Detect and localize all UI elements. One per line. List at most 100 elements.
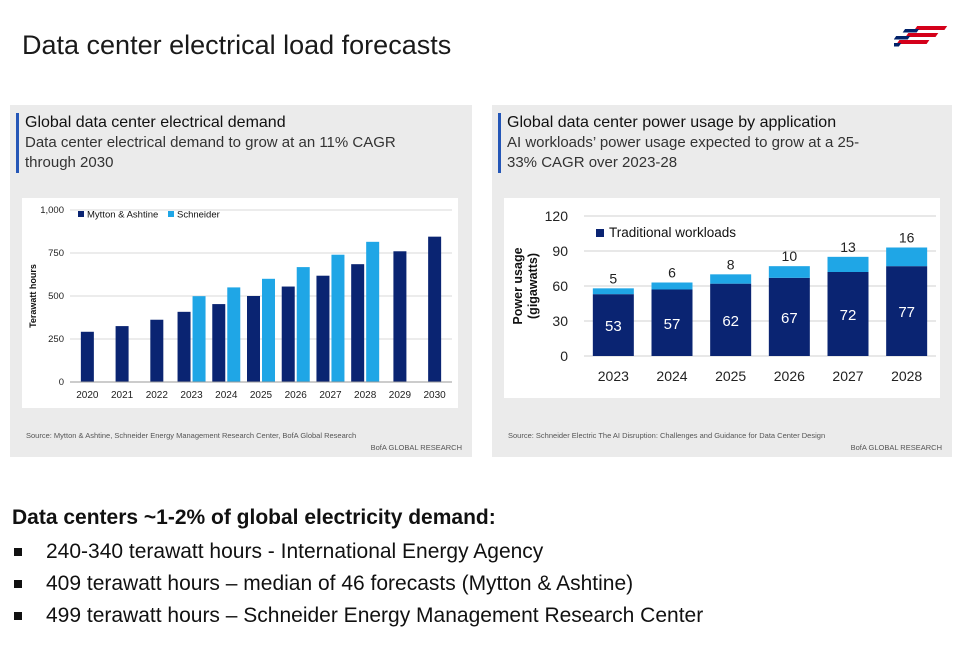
right-panel-header: Global data center power usage by applic…: [498, 113, 859, 173]
x-tick-label: 2027: [319, 390, 342, 401]
x-tick-label: 2025: [715, 368, 746, 384]
left-panel-subtitle-line2: through 2030: [25, 154, 114, 171]
right-chart-area: 0 30 60 90 120 Power usage(gigawatts) 53 5 2023 5…: [504, 198, 940, 398]
bar-traditional-2026: [768, 277, 810, 356]
bullet-text: 409 terawatt hours – median of 46 foreca…: [46, 572, 634, 595]
bar-mytton-2030: [428, 236, 442, 382]
bullet-list: 240-340 terawatt hours - International E…: [12, 536, 703, 632]
bar-ai-2028: [886, 247, 928, 267]
x-tick-label: 2026: [285, 390, 308, 401]
demand-bar-chart: 0 250 500 750 1,000 Terawatt hours 2020 2021 202…: [28, 205, 452, 401]
bullet-text: 240-340 terawatt hours - International E…: [46, 540, 544, 563]
bar-schneider-2026: [296, 267, 310, 382]
y-tick-label: 90: [552, 243, 568, 259]
bullet-square-icon: [14, 548, 22, 556]
left-source-note: Source: Mytton & Ashtine, Schneider Ener…: [26, 431, 357, 440]
bar-ai-2023: [592, 288, 634, 295]
data-label-ai: 8: [727, 256, 735, 272]
x-tick-label: 2023: [598, 368, 629, 384]
data-label-ai: 6: [668, 265, 676, 281]
data-label-traditional: 72: [840, 307, 857, 324]
x-tick-label: 2022: [146, 390, 169, 401]
x-tick-label: 2024: [656, 368, 687, 384]
bar-mytton-2029: [393, 251, 407, 382]
data-label-ai: 10: [782, 248, 798, 264]
y-axis-label: Terawatt hours: [28, 264, 38, 328]
bar-traditional-2024: [651, 289, 693, 356]
bar-mytton-2027: [316, 275, 330, 382]
right-panel-subtitle-line1: AI workloads’ power usage expected to gr…: [507, 134, 860, 151]
left-brand-note: BofA GLOBAL RESEARCH: [370, 443, 462, 452]
y-tick-label: 60: [552, 278, 568, 294]
bullet-text: 499 terawatt hours – Schneider Energy Ma…: [46, 604, 704, 627]
y-tick-label: 500: [48, 291, 64, 302]
bar-mytton-2023: [177, 311, 191, 382]
bar-traditional-2027: [827, 272, 869, 356]
data-label-traditional: 67: [781, 310, 798, 327]
bullets-heading: Data centers ~1-2% of global electricity…: [12, 506, 496, 529]
left-chart-panel: Global data center electrical demand Dat…: [10, 105, 472, 457]
right-chart-panel: Global data center power usage by applic…: [492, 105, 952, 457]
bar-mytton-2022: [150, 319, 164, 382]
bar-schneider-2023: [192, 296, 206, 382]
bar-ai-2024: [651, 282, 693, 290]
data-label-traditional: 57: [664, 316, 681, 333]
y-axis-label: Power usage(gigawatts): [511, 247, 540, 324]
x-tick-label: 2028: [891, 368, 922, 384]
bar-ai-2026: [768, 266, 810, 278]
bar-mytton-2020: [80, 331, 94, 382]
bar-mytton-2025: [247, 296, 260, 382]
legend-swatch-0: [78, 211, 84, 217]
bar-mytton-2028: [351, 264, 365, 382]
left-panel-title: Global data center electrical demand: [25, 114, 286, 131]
bar-traditional-2028: [886, 266, 928, 356]
left-panel-subtitle-line1: Data center electrical demand to grow at…: [25, 134, 396, 151]
data-label-traditional: 53: [605, 318, 622, 335]
right-source-note: Source: Schneider Electric The AI Disrup…: [508, 431, 826, 440]
data-label-ai: 16: [899, 230, 915, 246]
y-tick-label: 30: [552, 313, 568, 329]
legend-label-traditional: Traditional workloads: [609, 225, 736, 240]
data-label-traditional: 62: [722, 313, 739, 330]
bar-schneider-2027: [331, 254, 345, 382]
bar-ai-2025: [710, 274, 752, 284]
legend-label-1: Schneider: [177, 210, 220, 221]
y-tick-label: 1,000: [40, 205, 64, 216]
legend-swatch-traditional: [596, 229, 604, 237]
bullet-item: 240-340 terawatt hours - International E…: [12, 536, 703, 568]
x-tick-label: 2025: [250, 390, 273, 401]
left-panel-header: Global data center electrical demand Dat…: [16, 113, 396, 173]
bar-ai-2027: [827, 256, 869, 272]
bullet-square-icon: [14, 612, 22, 620]
bar-schneider-2028: [366, 241, 380, 382]
page-title: Data center electrical load forecasts: [22, 30, 452, 60]
power-usage-stacked-chart: 0 30 60 90 120 Power usage(gigawatts) 53 5 2023 5…: [511, 208, 936, 384]
x-tick-label: 2020: [76, 390, 99, 401]
x-tick-label: 2021: [111, 390, 134, 401]
bar-traditional-2025: [710, 283, 752, 356]
right-panel-title: Global data center power usage by applic…: [507, 114, 837, 131]
y-tick-label: 0: [560, 348, 568, 364]
x-tick-label: 2027: [832, 368, 863, 384]
bar-mytton-2021: [115, 326, 129, 382]
bar-mytton-2026: [281, 286, 295, 382]
bullet-square-icon: [14, 580, 22, 588]
data-label-ai: 13: [840, 239, 856, 255]
y-tick-label: 750: [48, 248, 64, 259]
y-tick-label: 120: [545, 208, 569, 224]
bofa-flag-logo-icon: [894, 26, 948, 47]
y-tick-label: 0: [59, 377, 64, 388]
data-label-ai: 5: [609, 270, 617, 286]
left-chart-area: 0 250 500 750 1,000 Terawatt hours 2020 2021 202…: [22, 198, 458, 408]
x-tick-label: 2026: [774, 368, 805, 384]
bar-schneider-2024: [227, 287, 241, 382]
bar-mytton-2024: [212, 304, 226, 382]
bar-traditional-2023: [592, 294, 634, 356]
right-panel-subtitle-line2: 33% CAGR over 2023-28: [507, 154, 678, 171]
data-label-traditional: 77: [898, 304, 915, 321]
x-tick-label: 2024: [215, 390, 238, 401]
right-brand-note: BofA GLOBAL RESEARCH: [850, 443, 942, 452]
x-tick-label: 2029: [389, 390, 412, 401]
bullet-item: 499 terawatt hours – Schneider Energy Ma…: [12, 600, 703, 632]
x-tick-label: 2028: [354, 390, 377, 401]
